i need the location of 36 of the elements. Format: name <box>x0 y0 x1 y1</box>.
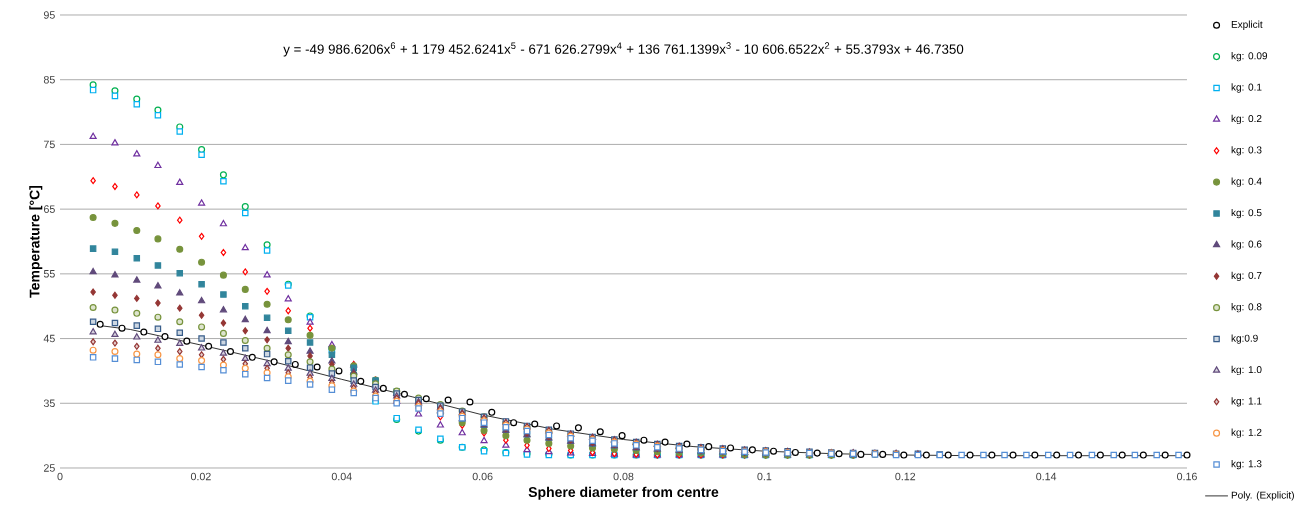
legend-label: kg: 1.3 <box>1231 459 1262 470</box>
legend-label: kg: 0.8 <box>1231 303 1262 313</box>
x-tick-label: 0.08 <box>613 472 634 481</box>
legend-label: kg: 1.0 <box>1231 365 1262 376</box>
legend-label: kg: 0.3 <box>1231 146 1262 156</box>
x-axis-title: Sphere diameter from centre <box>528 486 719 500</box>
legend-label: kg: 0.7 <box>1231 271 1262 281</box>
x-tick-label: 0.12 <box>895 472 916 481</box>
legend-label: kg: 0.5 <box>1231 208 1262 219</box>
y-tick-label: 25 <box>43 464 55 472</box>
legend-label: Poly. (Explicit) <box>1231 491 1294 501</box>
text: y = -49 986.6206x$^{6}$ + 1 179 452.6241x$^{5}$ - 671 626.2799x$^{4}$ + 136 761.1399x$^{3}$ - 10 606.6522x$^{2}$ + 55.3793x + 46.7350 <box>283 42 964 57</box>
y-tick-label: 65 <box>43 205 55 213</box>
legend-label: kg: 0.09 <box>1231 51 1268 62</box>
legend-label: kg: 0.6 <box>1231 240 1262 250</box>
legend-label: Explicit <box>1231 20 1263 30</box>
y-tick-label: 95 <box>43 11 55 19</box>
x-tick-label: 0.04 <box>331 472 352 481</box>
x-tick-label: 0 <box>57 472 63 481</box>
legend-label: kg: 0.2 <box>1231 114 1262 125</box>
y-tick-label: 55 <box>43 270 55 278</box>
y-axis-title: Temperature [°C] <box>29 185 43 298</box>
legend-label: kg: 1.2 <box>1231 428 1262 438</box>
x-tick-label: 0.06 <box>472 472 493 481</box>
x-tick-label: 0.16 <box>1177 472 1197 481</box>
x-tick-label: 0.02 <box>190 472 211 481</box>
y-tick-label: 85 <box>43 75 55 84</box>
y-tick-label: 75 <box>43 140 55 149</box>
legend-label: kg:0.9 <box>1231 334 1258 344</box>
legend-label: kg: 0.1 <box>1231 83 1262 93</box>
legend-label: kg: 1.1 <box>1231 397 1262 407</box>
legend-label: kg: 0.4 <box>1231 177 1262 187</box>
x-tick-label: 0.14 <box>1036 472 1057 481</box>
y-tick-label: 35 <box>43 399 55 408</box>
x-tick-label: 0.1 <box>757 472 772 481</box>
y-tick-label: 45 <box>43 334 55 343</box>
